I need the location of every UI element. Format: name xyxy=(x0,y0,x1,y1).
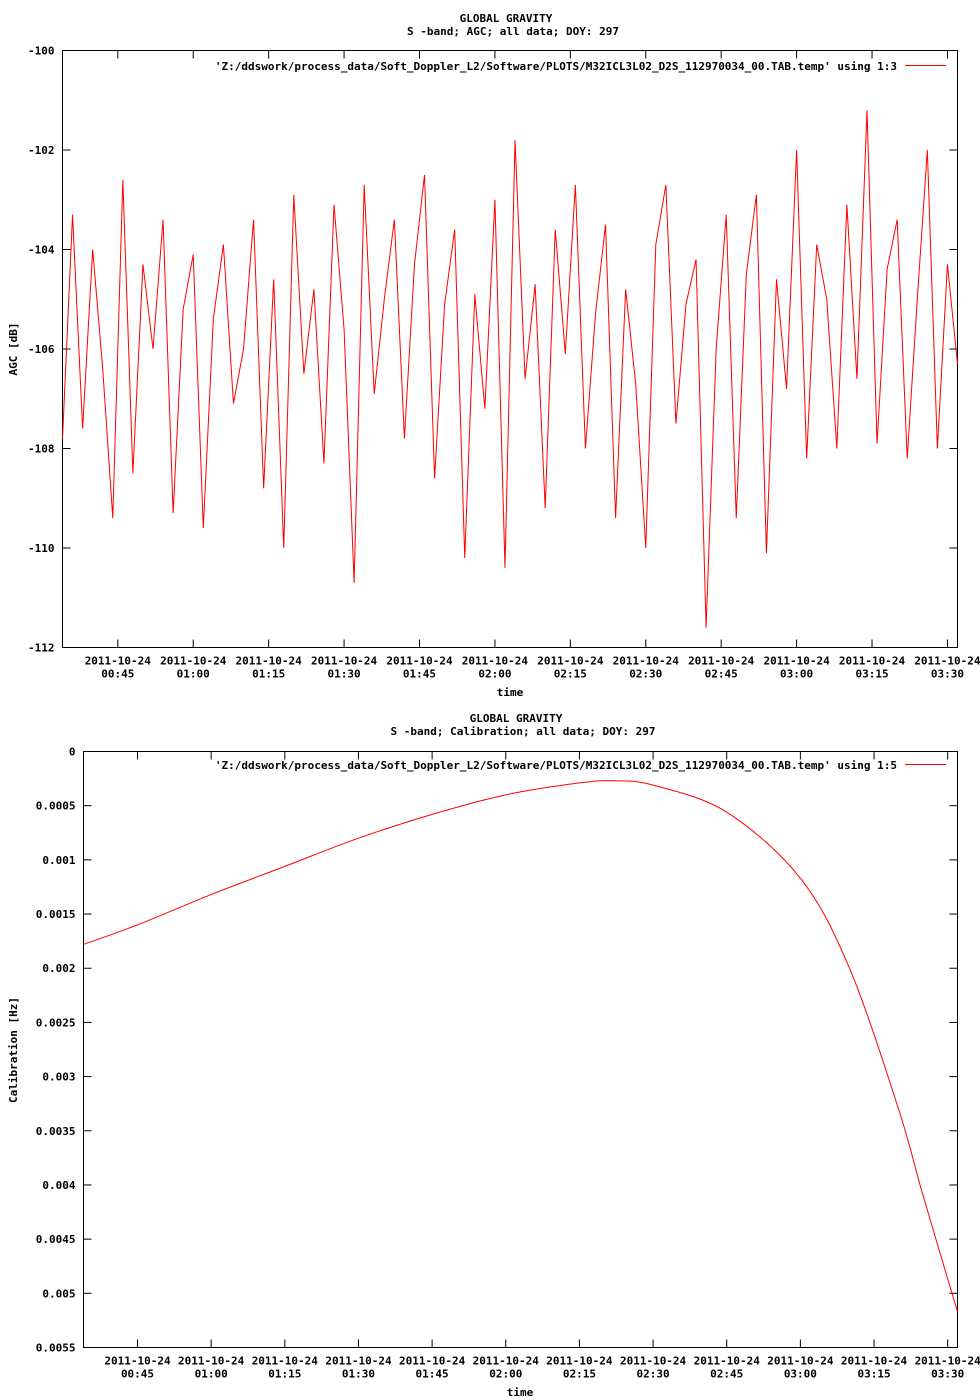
x-tick-time-label: 01:30 xyxy=(328,668,361,681)
y-tick-label: 0.0025 xyxy=(36,1016,76,1029)
x-tick-date-label: 2011-10-24 xyxy=(537,655,604,668)
y-tick-label: 0.003 xyxy=(42,1071,75,1084)
y-tick-label: 0.0015 xyxy=(36,908,76,921)
x-tick-date-label: 2011-10-24 xyxy=(311,655,378,668)
x-tick-time-label: 03:30 xyxy=(931,668,964,681)
x-tick-time-label: 01:30 xyxy=(342,1368,375,1381)
y-axis-ticks: 0.0055 0.005 0.0045 0.004 0.0035 0.003 0.0025 0… xyxy=(36,746,958,1355)
x-tick-time-label: 01:15 xyxy=(252,668,285,681)
series-layer xyxy=(83,780,958,1312)
y-tick-label: -106 xyxy=(28,343,55,356)
y-tick-label: -104 xyxy=(28,244,55,257)
series-layer xyxy=(62,110,958,628)
x-axis-label: time xyxy=(497,686,524,699)
y-tick-label: -100 xyxy=(28,45,55,58)
x-tick-time-label: 02:00 xyxy=(478,668,511,681)
x-tick-date-label: 2011-10-24 xyxy=(160,655,227,668)
x-axis-ticks: 2011-10-24 2011-10-24 2011-10-24 2011-10-24… xyxy=(104,751,980,1381)
x-tick-time-label: 02:15 xyxy=(563,1368,596,1381)
y-tick-label: 0.0035 xyxy=(36,1125,76,1138)
x-tick-date-label: 2011-10-24 xyxy=(386,655,453,668)
x-tick-time-label: 01:15 xyxy=(268,1368,301,1381)
x-tick-date-label: 2011-10-24 xyxy=(694,1355,761,1368)
plot-frame xyxy=(83,751,958,1348)
y-axis-label: Calibration [Hz] xyxy=(7,997,20,1103)
x-tick-date-label: 2011-10-24 xyxy=(914,655,980,668)
chart-subtitle: S -band; AGC; all data; DOY: 297 xyxy=(407,25,619,38)
x-tick-time-label: 00:45 xyxy=(121,1368,154,1381)
y-tick-label: 0 xyxy=(69,746,76,759)
x-tick-date-label: 2011-10-24 xyxy=(839,655,906,668)
chart-title: GLOBAL GRAVITY xyxy=(470,712,563,725)
x-tick-date-label: 2011-10-24 xyxy=(841,1355,908,1368)
x-tick-time-label: 00:45 xyxy=(101,668,134,681)
legend-label: 'Z:/ddswork/process_data/Soft_Doppler_L2… xyxy=(215,60,897,73)
x-tick-date-label: 2011-10-24 xyxy=(613,655,680,668)
y-tick-label: -108 xyxy=(28,443,55,456)
x-tick-date-label: 2011-10-24 xyxy=(473,1355,540,1368)
series-line xyxy=(83,780,958,1312)
y-tick-label: -112 xyxy=(28,642,55,655)
x-tick-date-label: 2011-10-24 xyxy=(462,655,529,668)
x-tick-time-label: 02:30 xyxy=(637,1368,670,1381)
x-tick-time-label: 02:30 xyxy=(629,668,662,681)
y-axis-label: AGC [dB] xyxy=(7,323,20,376)
y-tick-label: -102 xyxy=(28,144,55,157)
x-tick-date-label: 2011-10-24 xyxy=(252,1355,319,1368)
y-tick-label: 0.0055 xyxy=(36,1342,76,1355)
x-tick-time-label: 02:00 xyxy=(489,1368,522,1381)
x-tick-time-label: 03:30 xyxy=(931,1368,964,1381)
y-tick-label: 0.004 xyxy=(42,1179,75,1192)
y-tick-label: 0.005 xyxy=(42,1287,75,1300)
x-tick-date-label: 2011-10-24 xyxy=(104,1355,171,1368)
x-tick-time-label: 01:00 xyxy=(177,668,210,681)
x-tick-time-label: 03:15 xyxy=(857,1368,890,1381)
x-tick-date-label: 2011-10-24 xyxy=(767,1355,834,1368)
x-tick-time-label: 01:45 xyxy=(403,668,436,681)
x-tick-time-label: 03:15 xyxy=(855,668,888,681)
x-tick-time-label: 01:00 xyxy=(195,1368,228,1381)
x-tick-date-label: 2011-10-24 xyxy=(546,1355,613,1368)
x-tick-time-label: 03:00 xyxy=(784,1368,817,1381)
y-tick-label: -110 xyxy=(28,542,55,555)
chart-calibration: GLOBAL GRAVITY S -band; Calibration; all… xyxy=(7,712,980,1399)
x-tick-date-label: 2011-10-24 xyxy=(325,1355,392,1368)
y-tick-label: 0.002 xyxy=(42,962,75,975)
y-tick-label: 0.0045 xyxy=(36,1233,76,1246)
y-tick-label: 0.0005 xyxy=(36,800,76,813)
x-tick-time-label: 01:45 xyxy=(416,1368,449,1381)
x-axis-ticks: 2011-10-24 2011-10-24 2011-10-24 2011-10-24… xyxy=(85,50,980,681)
x-tick-date-label: 2011-10-24 xyxy=(915,1355,980,1368)
x-tick-date-label: 2011-10-24 xyxy=(236,655,303,668)
chart-agc: GLOBAL GRAVITY S -band; AGC; all data; D… xyxy=(7,12,980,699)
x-tick-time-label: 02:45 xyxy=(705,668,738,681)
legend-label: 'Z:/ddswork/process_data/Soft_Doppler_L2… xyxy=(215,759,897,772)
x-tick-date-label: 2011-10-24 xyxy=(688,655,755,668)
x-tick-time-label: 03:00 xyxy=(780,668,813,681)
x-tick-date-label: 2011-10-24 xyxy=(763,655,830,668)
y-axis-ticks: -100 -102 -104 -106 -108 -110 -112 xyxy=(28,45,958,655)
x-tick-time-label: 02:15 xyxy=(554,668,587,681)
x-tick-time-label: 02:45 xyxy=(710,1368,743,1381)
x-tick-date-label: 2011-10-24 xyxy=(85,655,152,668)
x-tick-date-label: 2011-10-24 xyxy=(620,1355,687,1368)
chart-title: GLOBAL GRAVITY xyxy=(460,12,553,25)
y-tick-label: 0.001 xyxy=(42,854,75,867)
x-tick-date-label: 2011-10-24 xyxy=(178,1355,245,1368)
x-axis-label: time xyxy=(507,1386,534,1399)
chart-subtitle: S -band; Calibration; all data; DOY: 297 xyxy=(391,725,656,738)
series-line xyxy=(62,110,958,628)
x-tick-date-label: 2011-10-24 xyxy=(399,1355,466,1368)
